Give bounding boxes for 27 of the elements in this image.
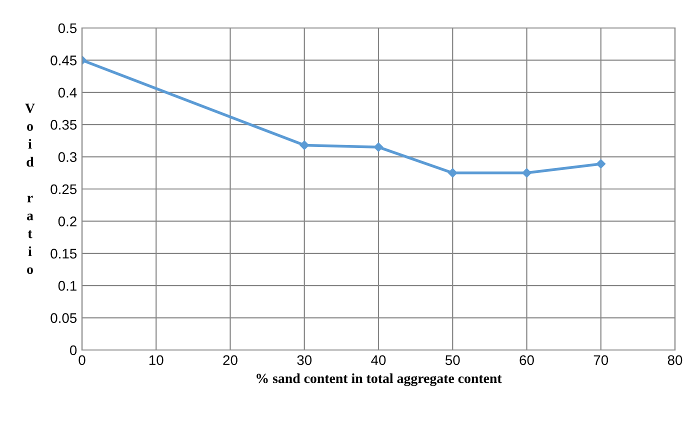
- y-tick-label: 0.45: [50, 56, 77, 66]
- x-tick-label: 10: [149, 355, 164, 366]
- text: Void ratio: [25, 104, 35, 274]
- y-tick-label: 0.05: [50, 313, 77, 323]
- point: [300, 140, 309, 150]
- x-tick-label: 50: [445, 355, 460, 366]
- x-tick-label: 30: [297, 355, 312, 366]
- y-tick-label: 0: [70, 345, 77, 356]
- y-tick-label: 0.5: [58, 23, 77, 34]
- y-tick-label: 0.3: [58, 152, 77, 162]
- x-tick-label: 40: [371, 355, 386, 366]
- y-tick-label: 0.15: [50, 248, 77, 259]
- y-tick-label: 0.2: [58, 216, 76, 226]
- y-tick-label: 0.25: [50, 184, 77, 194]
- point: [522, 168, 532, 178]
- x-tick-label: 0: [78, 355, 86, 366]
- point: [374, 142, 384, 152]
- x-tick-label: 60: [520, 355, 534, 366]
- y-tick-label: 0.35: [50, 120, 77, 130]
- y-tick-label: 0.1: [58, 280, 76, 291]
- point: [596, 159, 606, 169]
- x-tick-label: 20: [223, 355, 238, 366]
- y-tick-label: 0.4: [58, 88, 77, 98]
- x-axis-title: % sand content in total aggregate content: [256, 373, 502, 386]
- point: [448, 168, 458, 178]
- x-tick-label: 70: [594, 355, 608, 366]
- x-tick-label: 80: [668, 355, 682, 366]
